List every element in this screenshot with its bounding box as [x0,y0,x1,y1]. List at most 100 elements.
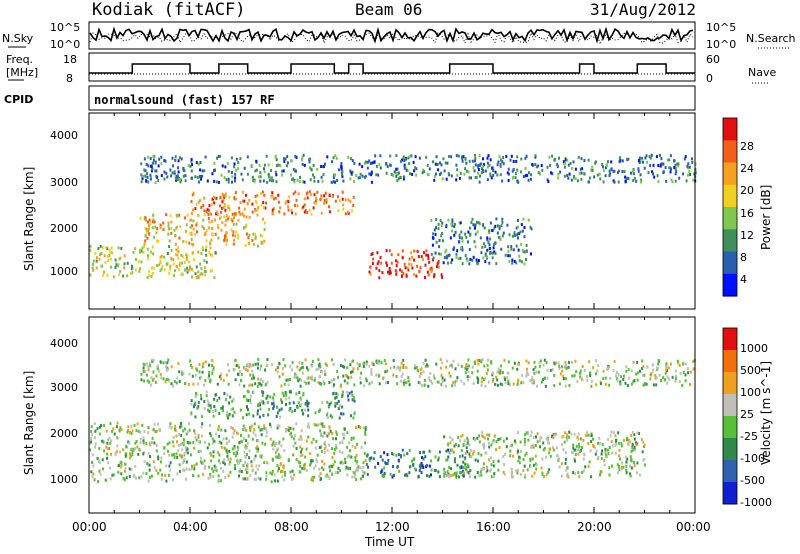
velocity-region-0-cell [155,444,158,447]
velocity-region-0-cell [332,463,335,467]
power-region-2-cell [262,201,265,204]
velocity-region-4-cell [219,373,222,377]
velocity-region-4-cell [375,359,378,363]
velocity-region-3-cell [488,445,491,449]
power-region-1-cell [173,228,176,232]
velocity-region-0-cell [254,433,257,437]
velocity-region-0-cell [242,428,245,431]
velocity-region-2-cell [395,453,398,457]
velocity-region-0-cell [195,462,198,466]
velocity-region-0-cell [199,456,202,460]
velocity-region-0-cell [103,449,106,453]
velocity-region-2-cell [465,467,468,471]
velocity-region-0-cell [178,453,181,457]
power-region-2-cell [234,191,237,195]
velocity-region-1-cell [307,401,310,405]
power-region-5-cell [567,163,570,167]
velocity-region-4-cell [318,362,321,366]
velocity-region-4-cell [422,361,425,365]
velocity-region-0-cell [129,431,131,434]
velocity-region-3-cell [545,473,548,477]
velocity-region-3-cell [564,457,567,461]
velocity-region-1-cell [258,401,261,405]
power-region-5-cell [434,172,437,176]
velocity-region-4-cell [553,361,556,365]
velocity-region-4-cell [368,364,371,368]
power-region-5-cell [176,178,179,181]
velocity-region-0-cell [331,465,334,468]
power-region-5-cell [147,164,150,168]
velocity-region-0-cell [98,459,100,463]
velocity-region-4-cell [402,366,405,370]
velocity-region-0-cell [339,469,342,472]
power-region-5-cell [144,174,147,178]
velocity-region-3-cell [525,431,528,435]
velocity-region-4-cell [558,364,561,368]
velocity-region-4-cell [444,384,447,388]
velocity-region-0-cell [258,454,261,458]
velocity-region-4-cell [362,362,365,366]
velocity-region-4-cell [511,366,514,370]
power-colorbar-segment [723,118,737,141]
power-region-5-cell [300,158,303,162]
velocity-region-0-cell [182,461,185,465]
power-region-5-cell [206,179,209,183]
velocity-region-0-cell [225,449,228,453]
velocity-region-3-cell [457,436,460,440]
velocity-region-4-cell [347,376,350,380]
velocity-region-0-cell [257,425,260,429]
velocity-region-3-cell [564,451,567,455]
power-region-5-cell [610,168,613,172]
velocity-region-3-cell [572,471,575,474]
velocity-region-4-cell [602,369,605,373]
power-region-5-cell [487,154,490,158]
power-region-4-cell [518,259,521,263]
power-region-3-cell [381,271,384,275]
velocity-region-0-cell [158,427,161,431]
velocity-region-4-cell [317,367,320,371]
velocity-region-1-cell [314,411,317,415]
velocity-region-0-cell [335,430,338,434]
velocity-region-0-cell [94,442,97,446]
velocity-region-4-cell [516,380,519,384]
velocity-region-4-cell [622,378,625,381]
velocity-region-4-cell [248,365,251,369]
velocity-cbar-tick-m25: -25 [740,430,758,443]
velocity-region-1-cell [226,393,229,397]
power-region-4-cell [525,249,528,253]
velocity-region-3-cell [468,443,471,447]
velocity-region-0-cell [294,441,297,445]
power-region-4-cell [466,240,469,244]
velocity-region-3-cell [617,471,619,475]
velocity-region-4-cell [362,365,365,369]
power-region-5-cell [682,172,685,176]
power-region-5-cell [153,158,155,162]
power-region-5-cell [322,165,325,169]
power-region-4-cell [523,226,526,229]
velocity-region-4-cell [143,363,146,367]
velocity-region-0-cell [218,453,221,457]
velocity-region-0-cell [178,463,181,467]
velocity-region-1-cell [351,398,354,402]
velocity-region-1-cell [190,399,193,403]
power-region-5-cell [395,174,398,178]
velocity-region-3-cell [472,436,475,440]
velocity-region-0-cell [346,473,349,477]
power-region-2-cell [215,196,218,200]
velocity-region-1-cell [249,398,252,402]
velocity-region-0-cell [176,455,179,459]
power-region-5-cell [176,174,179,178]
power-region-5-cell [351,159,354,163]
power-region-1-cell [251,238,254,242]
power-region-0-cell [102,273,105,277]
power-region-4-cell [431,243,434,247]
velocity-region-0-cell [127,440,130,444]
velocity-region-0-cell [361,474,364,478]
velocity-region-4-cell [339,384,342,388]
velocity-region-3-cell [548,448,551,451]
power-region-1-cell [196,230,198,234]
power-region-4-cell [500,224,503,228]
power-region-0-cell [148,269,150,273]
velocity-region-0-cell [285,429,287,433]
power-region-5-cell [199,168,202,172]
